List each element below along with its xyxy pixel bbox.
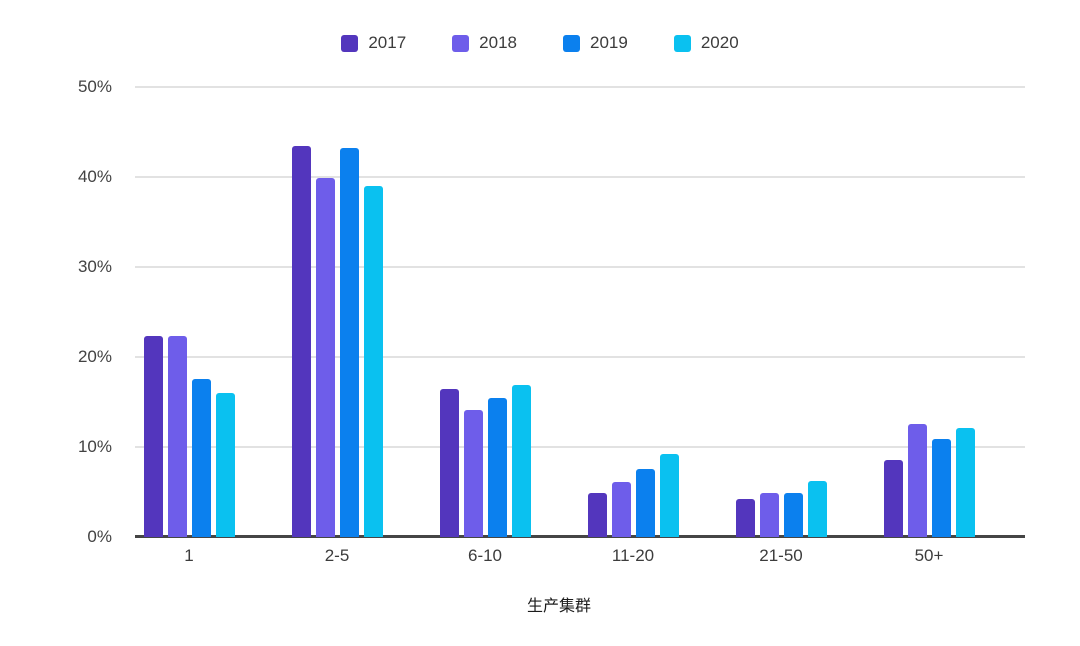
bar-2019-2-5[interactable] bbox=[339, 148, 359, 537]
y-axis-tick-label: 30% bbox=[77, 257, 112, 276]
legend-item-2020: 2020 bbox=[673, 33, 739, 53]
bar-2019-50+[interactable] bbox=[931, 438, 951, 537]
y-axis-tick-label: 20% bbox=[77, 347, 112, 366]
bar-groups bbox=[115, 87, 1003, 537]
gridline bbox=[135, 266, 1025, 268]
bar-group-6-10 bbox=[411, 87, 559, 537]
bar-2017-6-10[interactable] bbox=[439, 389, 459, 537]
bar-2020-11-20[interactable] bbox=[659, 454, 679, 537]
x-axis-tick-labels: 1 2-5 6-10 11-20 21-50 50+ bbox=[115, 546, 1003, 566]
bar-2020-1[interactable] bbox=[215, 393, 235, 537]
bar-2018-11-20[interactable] bbox=[611, 482, 631, 537]
bar-2017-50+[interactable] bbox=[883, 459, 903, 537]
bar-2017-1[interactable] bbox=[143, 336, 163, 537]
bar-group-50+ bbox=[855, 87, 1003, 537]
legend-swatch bbox=[673, 34, 691, 52]
legend-item-2018: 2018 bbox=[452, 33, 517, 53]
bar-2020-21-50[interactable] bbox=[807, 481, 827, 537]
legend-swatch bbox=[563, 34, 580, 52]
chart-legend: 2017 2018 2019 2020 bbox=[0, 31, 1080, 55]
bar-2018-2-5[interactable] bbox=[315, 177, 335, 537]
bar-2019-1[interactable] bbox=[191, 378, 211, 537]
bar-group-1 bbox=[115, 87, 263, 537]
bar-2017-11-20[interactable] bbox=[587, 492, 607, 537]
bar-2019-6-10[interactable] bbox=[487, 397, 507, 537]
bar-2019-11-20[interactable] bbox=[635, 468, 655, 537]
legend-item-2017: 2017 bbox=[341, 33, 406, 53]
gridline bbox=[135, 356, 1025, 358]
x-axis-tick-label: 1 bbox=[184, 546, 194, 565]
bar-group-11-20 bbox=[559, 87, 707, 537]
y-axis-tick-label: 40% bbox=[77, 167, 112, 186]
gridline bbox=[135, 176, 1025, 178]
x-axis-tick-label: 50+ bbox=[914, 546, 944, 565]
x-axis-tick-label: 6-10 bbox=[467, 546, 503, 565]
legend-item-2019: 2019 bbox=[563, 33, 628, 53]
y-axis-tick-label: 50% bbox=[77, 77, 112, 96]
plot-area bbox=[135, 86, 1025, 538]
bar-2018-50+[interactable] bbox=[907, 423, 927, 537]
bar-2018-6-10[interactable] bbox=[463, 410, 483, 537]
legend-swatch bbox=[452, 34, 470, 52]
legend-label: 2019 bbox=[590, 33, 628, 52]
y-axis-tick-label: 0% bbox=[87, 527, 112, 546]
gridline bbox=[135, 446, 1025, 448]
bar-group-21-50 bbox=[707, 87, 855, 537]
bar-group-2-5 bbox=[263, 87, 411, 537]
bar-2019-21-50[interactable] bbox=[783, 492, 803, 537]
x-axis-line bbox=[135, 535, 1025, 538]
bar-2017-2-5[interactable] bbox=[291, 146, 311, 537]
legend-label: 2018 bbox=[479, 33, 517, 52]
y-axis-tick-label: 10% bbox=[77, 437, 112, 456]
bar-2020-2-5[interactable] bbox=[363, 186, 383, 537]
gridline bbox=[135, 86, 1025, 88]
x-axis-title: 生产集群 bbox=[526, 598, 591, 615]
bar-2018-1[interactable] bbox=[167, 336, 187, 537]
legend-label: 2017 bbox=[368, 33, 407, 52]
bar-2020-6-10[interactable] bbox=[511, 384, 531, 537]
x-axis-tick-label: 11-20 bbox=[611, 546, 655, 565]
bar-2018-21-50[interactable] bbox=[759, 492, 779, 537]
x-axis-tick-label: 2-5 bbox=[324, 546, 350, 565]
bar-2020-50+[interactable] bbox=[955, 428, 975, 537]
legend-swatch bbox=[341, 34, 359, 52]
bar-2017-21-50[interactable] bbox=[735, 499, 755, 537]
x-axis-tick-label: 21-50 bbox=[759, 546, 803, 565]
legend-label: 2020 bbox=[700, 33, 739, 52]
